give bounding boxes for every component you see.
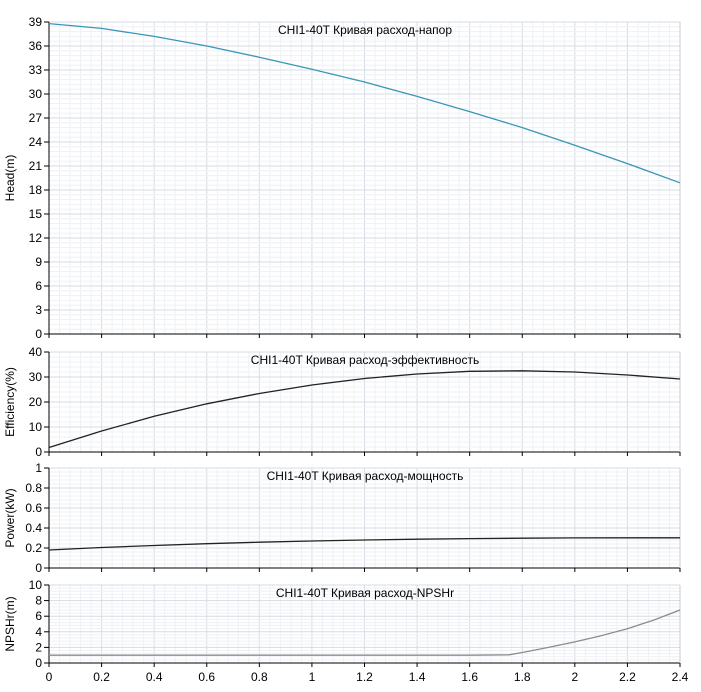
x-tick-label: 0.6	[198, 670, 215, 684]
x-tick-label: 1.8	[514, 670, 531, 684]
npshr-series-line	[49, 609, 681, 656]
efficiency-series-line	[48, 370, 681, 449]
power-grid	[48, 467, 681, 569]
x-tick-label: 2.2	[619, 670, 636, 684]
power-panel: 0 0.2 0.4 0.6 0.8 1 Power(kW) CHI1-40T Кривая р…	[3, 461, 681, 575]
x-tick-label: 0.4	[146, 670, 163, 684]
npshr-y-tick-label: 6	[35, 609, 42, 623]
head-y-tick-label: 39	[29, 15, 43, 29]
efficiency-y-axis-title: Efficiency(%)	[3, 367, 17, 437]
x-tick-label: 0.2	[93, 670, 110, 684]
x-tick-label: 0.8	[251, 670, 268, 684]
power-y-tick-label: 0.8	[25, 481, 42, 495]
power-chart-title: CHI1-40T Кривая расход-мощность	[267, 469, 464, 483]
head-y-axis-title: Head(m)	[3, 155, 17, 202]
power-series-line	[48, 537, 680, 551]
head-y-tick-label: 24	[29, 135, 43, 149]
npshr-y-axis-title: NPSHr(m)	[3, 596, 17, 651]
efficiency-grid	[48, 351, 681, 453]
power-y-tick-label: 0.6	[25, 501, 42, 515]
power-y-tick-label: 1	[35, 461, 42, 475]
power-y-tick-label: 0	[35, 561, 42, 575]
npshr-y-tick-label: 10	[29, 578, 43, 592]
efficiency-y-tick-label: 40	[29, 345, 43, 359]
npshr-y-tick-label: 8	[35, 594, 42, 608]
head-y-tick-label: 30	[29, 87, 43, 101]
efficiency-panel: 0 10 20 30 40 Efficiency(%) CHI1-40T Кривая ра…	[3, 345, 681, 459]
efficiency-y-tick-label: 20	[29, 395, 43, 409]
head-y-tick-label: 3	[35, 303, 42, 317]
head-panel: 036912151821242730333639Head(m)CHI1-40T …	[3, 15, 681, 341]
efficiency-y-tick-label: 0	[35, 445, 42, 459]
efficiency-chart-title: CHI1-40T Кривая расход-эффективность	[251, 353, 479, 367]
x-tick-label: 1.4	[409, 670, 426, 684]
npshr-y-tick-label: 0	[35, 656, 42, 670]
npshr-chart-title: CHI1-40T Кривая расход-NPSHr	[276, 586, 454, 600]
head-y-tick-label: 36	[29, 39, 43, 53]
npshr-y-tick-label: 4	[35, 625, 42, 639]
x-tick-label: 2.4	[672, 670, 689, 684]
head-y-tick-label: 33	[29, 63, 43, 77]
power-y-tick-label: 0.2	[25, 541, 42, 555]
x-tick-label: 1.6	[461, 670, 478, 684]
head-y-tick-label: 21	[29, 159, 43, 173]
head-grid	[48, 21, 681, 335]
head-y-tick-label: 12	[29, 231, 43, 245]
head-y-tick-label: 15	[29, 207, 43, 221]
power-y-axis-title: Power(kW)	[3, 488, 17, 547]
x-tick-label: 1	[309, 670, 316, 684]
head-y-tick-label: 9	[35, 255, 42, 269]
head-series-line	[48, 22, 681, 184]
head-y-tick-label: 0	[35, 327, 42, 341]
npshr-y-tick-label: 2	[35, 640, 42, 654]
x-tick-label: 2	[571, 670, 578, 684]
npshr-grid	[48, 584, 681, 664]
power-y-tick-label: 0.4	[25, 521, 42, 535]
head-y-tick-label: 6	[35, 279, 42, 293]
efficiency-y-tick-label: 10	[29, 420, 43, 434]
head-chart-title: CHI1-40T Кривая расход-напор	[278, 23, 452, 37]
x-tick-label: 1.2	[356, 670, 373, 684]
head-y-tick-label: 27	[29, 111, 43, 125]
x-tick-label: 0	[46, 670, 53, 684]
head-y-tick-label: 18	[29, 183, 43, 197]
efficiency-y-tick-label: 30	[29, 370, 43, 384]
